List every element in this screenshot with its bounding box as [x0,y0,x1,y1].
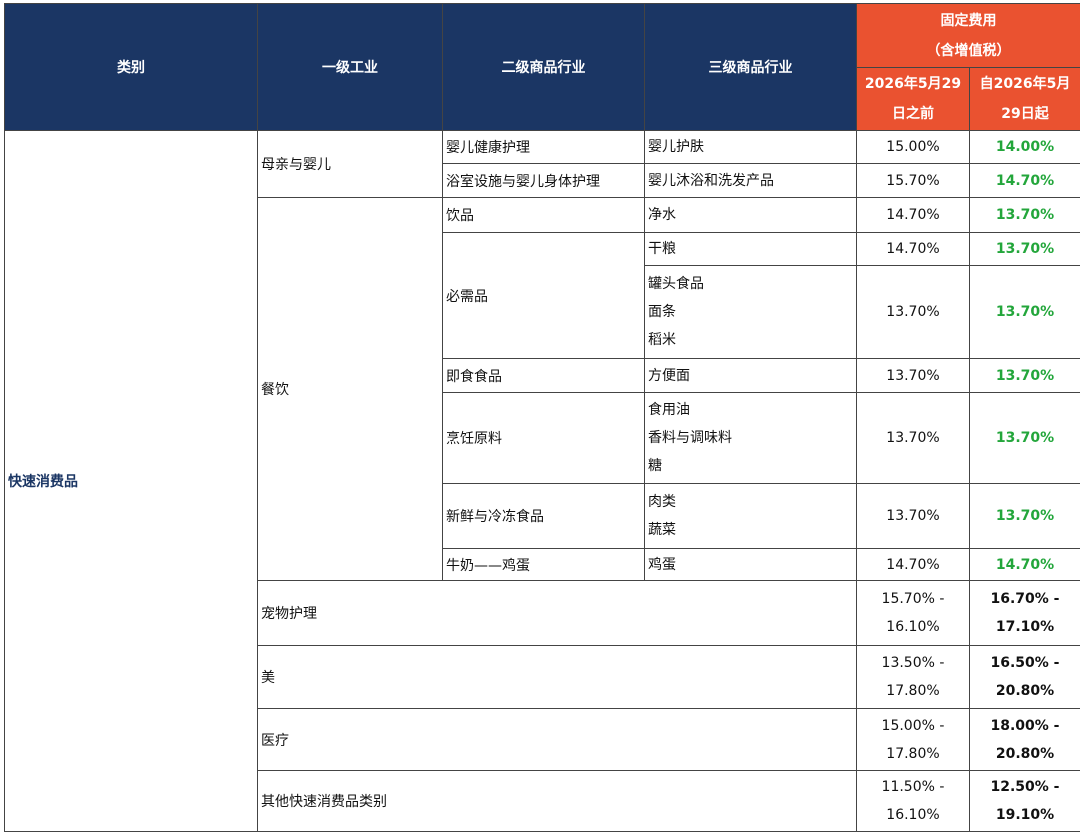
level2-cell: 浴室设施与婴儿身体护理 [443,164,645,198]
fee-before-line: 16.10% [857,613,969,641]
fee-before: 15.00% [857,131,970,164]
fee-after-line: 19.10% [970,801,1080,829]
level3-cell-line: 蔬菜 [648,516,856,544]
fee-after: 16.50% -20.80% [970,646,1080,709]
fee-after-line: 18.00% - [970,712,1080,740]
header-fee-line: 固定费用 [857,6,1080,36]
fee-before: 14.70% [857,549,970,581]
level3-cell-line: 婴儿沐浴和洗发产品 [648,167,856,195]
fee-after: 14.70% [970,164,1080,198]
level3-cell: 婴儿沐浴和洗发产品 [645,164,857,198]
header-line: 日之前 [857,99,969,129]
fee-before-line: 17.80% [857,677,969,705]
level2-cell: 婴儿健康护理 [443,131,645,164]
level3-cell: 肉类蔬菜 [645,484,857,549]
level1-cell: 餐饮 [258,198,443,581]
fee-after: 13.70% [970,393,1080,484]
fee-before: 14.70% [857,233,970,266]
fee-after: 16.70% -17.10% [970,581,1080,646]
level3-cell-line: 糖 [648,452,856,480]
fee-before: 13.70% [857,266,970,359]
level2-cell: 牛奶——鸡蛋 [443,549,645,581]
fee-before-line: 15.00% - [857,712,969,740]
fee-before-line: 11.50% - [857,773,969,801]
header-line: 自2026年5月 [970,69,1080,99]
fee-before: 13.70% [857,359,970,393]
fee-after-line: 20.80% [970,740,1080,768]
fee-after: 18.00% -20.80% [970,709,1080,771]
header-line: 2026年5月29 [857,69,969,99]
level2-cell: 新鲜与冷冻食品 [443,484,645,549]
fee-after: 13.70% [970,484,1080,549]
level3-cell-line: 面条 [648,298,856,326]
level2-cell: 即食食品 [443,359,645,393]
header-before: 2026年5月29 日之前 [857,68,970,131]
category-cell: 快速消费品 [5,131,258,832]
fee-after-line: 12.50% - [970,773,1080,801]
level3-cell-line: 干粮 [648,235,856,263]
level3-cell: 罐头食品面条稻米 [645,266,857,359]
level1-cell: 其他快速消费品类别 [258,771,857,832]
level3-cell-line: 食用油 [648,396,856,424]
fee-before: 13.70% [857,393,970,484]
level3-cell: 食用油香料与调味料糖 [645,393,857,484]
fee-before: 11.50% -16.10% [857,771,970,832]
fee-after: 13.70% [970,198,1080,233]
level3-cell: 鸡蛋 [645,549,857,581]
level2-cell: 饮品 [443,198,645,233]
fee-before-line: 16.10% [857,801,969,829]
level1-cell: 宠物护理 [258,581,857,646]
level3-cell: 方便面 [645,359,857,393]
level1-cell: 母亲与婴儿 [258,131,443,198]
fee-before: 13.50% -17.80% [857,646,970,709]
header-after: 自2026年5月 29日起 [970,68,1080,131]
fee-before: 14.70% [857,198,970,233]
fee-before-line: 17.80% [857,740,969,768]
level1-cell: 美 [258,646,857,709]
fee-after-line: 17.10% [970,613,1080,641]
level3-cell-line: 鸡蛋 [648,551,856,579]
fee-after: 13.70% [970,266,1080,359]
level3-cell: 婴儿护肤 [645,131,857,164]
fee-after: 14.70% [970,549,1080,581]
header-category: 类别 [5,4,258,131]
fee-after: 14.00% [970,131,1080,164]
fee-before-line: 13.50% - [857,649,969,677]
level3-cell: 净水 [645,198,857,233]
level1-cell: 医疗 [258,709,857,771]
fee-after: 12.50% -19.10% [970,771,1080,832]
level3-cell: 干粮 [645,233,857,266]
fee-after: 13.70% [970,233,1080,266]
fee-after-line: 20.80% [970,677,1080,705]
fee-before: 13.70% [857,484,970,549]
level3-cell-line: 稻米 [648,326,856,354]
fee-after-line: 16.50% - [970,649,1080,677]
level3-cell-line: 罐头食品 [648,270,856,298]
level3-cell-line: 方便面 [648,362,856,390]
header-level1: 一级工业 [258,4,443,131]
fee-after-line: 16.70% - [970,585,1080,613]
level2-cell: 必需品 [443,233,645,359]
fee-before-line: 15.70% - [857,585,969,613]
header-line: 29日起 [970,99,1080,129]
level3-cell-line: 香料与调味料 [648,424,856,452]
fee-before: 15.70% [857,164,970,198]
level2-cell: 烹饪原料 [443,393,645,484]
header-fee: 固定费用 （含增值税） [857,4,1080,68]
level3-cell-line: 净水 [648,201,856,229]
header-level2: 二级商品行业 [443,4,645,131]
header-fee-line: （含增值税） [857,36,1080,66]
fee-before: 15.00% -17.80% [857,709,970,771]
level3-cell-line: 肉类 [648,488,856,516]
fee-table: 类别 一级工业 二级商品行业 三级商品行业 固定费用 （含增值税） 2026年5… [4,3,1080,832]
level3-cell-line: 婴儿护肤 [648,133,856,161]
fee-before: 15.70% -16.10% [857,581,970,646]
header-level3: 三级商品行业 [645,4,857,131]
fee-after: 13.70% [970,359,1080,393]
